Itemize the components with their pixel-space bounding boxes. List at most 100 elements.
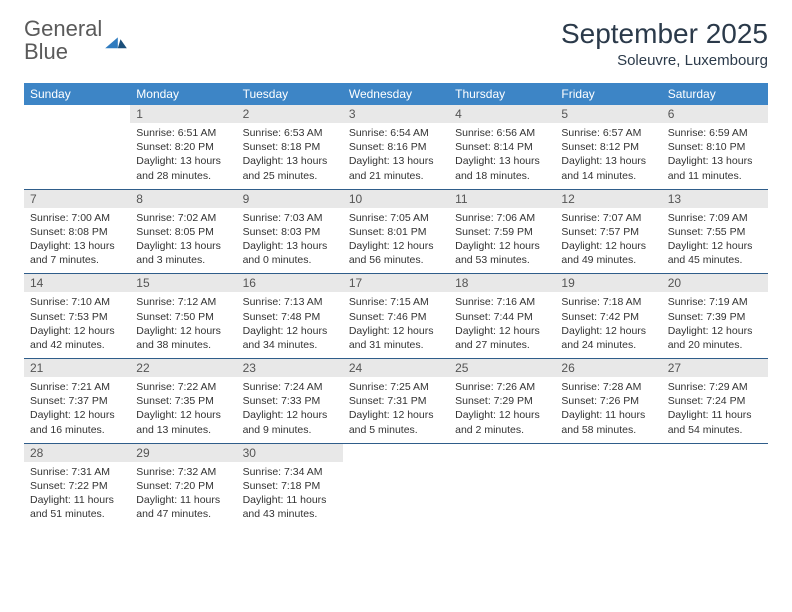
day-body: Sunrise: 7:10 AMSunset: 7:53 PMDaylight:…: [24, 292, 130, 358]
sunrise-text: Sunrise: 7:18 AM: [561, 295, 655, 309]
sunrise-text: Sunrise: 6:54 AM: [349, 126, 443, 140]
sunset-text: Sunset: 7:39 PM: [668, 310, 762, 324]
day-number: 7: [24, 190, 130, 208]
day-body: Sunrise: 6:57 AMSunset: 8:12 PMDaylight:…: [555, 123, 661, 189]
calendar-row: 28Sunrise: 7:31 AMSunset: 7:22 PMDayligh…: [24, 443, 768, 527]
daylight-text: Daylight: 12 hours and 5 minutes.: [349, 408, 443, 436]
sunset-text: Sunset: 7:53 PM: [30, 310, 124, 324]
location-label: Soleuvre, Luxembourg: [561, 52, 768, 69]
day-body: Sunrise: 7:09 AMSunset: 7:55 PMDaylight:…: [662, 208, 768, 274]
day-body: Sunrise: 7:16 AMSunset: 7:44 PMDaylight:…: [449, 292, 555, 358]
calendar-cell: 1Sunrise: 6:51 AMSunset: 8:20 PMDaylight…: [130, 105, 236, 189]
day-number: 24: [343, 359, 449, 377]
sunrise-text: Sunrise: 7:13 AM: [243, 295, 337, 309]
day-number: 5: [555, 105, 661, 123]
weekday-header: Thursday: [449, 83, 555, 105]
daylight-text: Daylight: 11 hours and 47 minutes.: [136, 493, 230, 521]
sunrise-text: Sunrise: 6:51 AM: [136, 126, 230, 140]
header: General Blue September 2025 Soleuvre, Lu…: [24, 18, 768, 69]
calendar-cell: 11Sunrise: 7:06 AMSunset: 7:59 PMDayligh…: [449, 189, 555, 274]
sunrise-text: Sunrise: 6:53 AM: [243, 126, 337, 140]
calendar-cell: 17Sunrise: 7:15 AMSunset: 7:46 PMDayligh…: [343, 274, 449, 359]
day-body: Sunrise: 6:51 AMSunset: 8:20 PMDaylight:…: [130, 123, 236, 189]
sunset-text: Sunset: 8:08 PM: [30, 225, 124, 239]
calendar-cell: 20 Sunrise: 7:19 AMSunset: 7:39 PMDayligh…: [662, 274, 768, 359]
daylight-text: Daylight: 13 hours and 28 minutes.: [136, 154, 230, 182]
sunset-text: Sunset: 8:16 PM: [349, 140, 443, 154]
day-number: 20: [662, 274, 768, 292]
day-body: Sunrise: 7:29 AMSunset: 7:24 PMDaylight:…: [662, 377, 768, 443]
day-body: Sunrise: 7:24 AMSunset: 7:33 PMDaylight:…: [237, 377, 343, 443]
day-body: Sunrise: 6:59 AMSunset: 8:10 PMDaylight:…: [662, 123, 768, 189]
calendar-cell: 19Sunrise: 7:18 AMSunset: 7:42 PMDayligh…: [555, 274, 661, 359]
day-body: [662, 448, 768, 508]
daylight-text: Daylight: 12 hours and 27 minutes.: [455, 324, 549, 352]
calendar-cell: [24, 105, 130, 189]
day-number: 30: [237, 444, 343, 462]
sunset-text: Sunset: 7:31 PM: [349, 394, 443, 408]
calendar-cell: 24Sunrise: 7:25 AMSunset: 7:31 PMDayligh…: [343, 359, 449, 444]
daylight-text: Daylight: 11 hours and 58 minutes.: [561, 408, 655, 436]
logo-word-1: General: [24, 16, 102, 41]
day-number: 1: [130, 105, 236, 123]
daylight-text: Daylight: 12 hours and 56 minutes.: [349, 239, 443, 267]
weekday-header: Friday: [555, 83, 661, 105]
daylight-text: Daylight: 11 hours and 51 minutes.: [30, 493, 124, 521]
calendar-cell: 9Sunrise: 7:03 AMSunset: 8:03 PMDaylight…: [237, 189, 343, 274]
sunrise-text: Sunrise: 7:26 AM: [455, 380, 549, 394]
calendar-cell: 7Sunrise: 7:00 AMSunset: 8:08 PMDaylight…: [24, 189, 130, 274]
sunrise-text: Sunrise: 7:15 AM: [349, 295, 443, 309]
day-number: 27: [662, 359, 768, 377]
weekday-header-row: Sunday Monday Tuesday Wednesday Thursday…: [24, 83, 768, 105]
sunrise-text: Sunrise: 6:56 AM: [455, 126, 549, 140]
day-number: 28: [24, 444, 130, 462]
day-number: 29: [130, 444, 236, 462]
sunset-text: Sunset: 8:12 PM: [561, 140, 655, 154]
sunset-text: Sunset: 7:20 PM: [136, 479, 230, 493]
day-number: 13: [662, 190, 768, 208]
day-number: 16: [237, 274, 343, 292]
calendar-cell: 21Sunrise: 7:21 AMSunset: 7:37 PMDayligh…: [24, 359, 130, 444]
sunset-text: Sunset: 7:35 PM: [136, 394, 230, 408]
daylight-text: Daylight: 12 hours and 53 minutes.: [455, 239, 549, 267]
calendar-cell: 6Sunrise: 6:59 AMSunset: 8:10 PMDaylight…: [662, 105, 768, 189]
day-number: 6: [662, 105, 768, 123]
daylight-text: Daylight: 13 hours and 0 minutes.: [243, 239, 337, 267]
daylight-text: Daylight: 12 hours and 38 minutes.: [136, 324, 230, 352]
day-body: Sunrise: 6:56 AMSunset: 8:14 PMDaylight:…: [449, 123, 555, 189]
daylight-text: Daylight: 12 hours and 20 minutes.: [668, 324, 762, 352]
calendar-cell: 2Sunrise: 6:53 AMSunset: 8:18 PMDaylight…: [237, 105, 343, 189]
sunset-text: Sunset: 7:59 PM: [455, 225, 549, 239]
day-number: 25: [449, 359, 555, 377]
sunset-text: Sunset: 8:20 PM: [136, 140, 230, 154]
sunset-text: Sunset: 8:14 PM: [455, 140, 549, 154]
day-number: 18: [449, 274, 555, 292]
calendar-cell: 15Sunrise: 7:12 AMSunset: 7:50 PMDayligh…: [130, 274, 236, 359]
sunset-text: Sunset: 8:05 PM: [136, 225, 230, 239]
day-body: Sunrise: 6:53 AMSunset: 8:18 PMDaylight:…: [237, 123, 343, 189]
day-body: Sunrise: 7:06 AMSunset: 7:59 PMDaylight:…: [449, 208, 555, 274]
calendar-cell: 22Sunrise: 7:22 AMSunset: 7:35 PMDayligh…: [130, 359, 236, 444]
sunrise-text: Sunrise: 7:28 AM: [561, 380, 655, 394]
calendar-row: 14Sunrise: 7:10 AMSunset: 7:53 PMDayligh…: [24, 274, 768, 359]
sunrise-text: Sunrise: 7:19 AM: [668, 295, 762, 309]
weekday-header: Tuesday: [237, 83, 343, 105]
daylight-text: Daylight: 12 hours and 16 minutes.: [30, 408, 124, 436]
weekday-header: Sunday: [24, 83, 130, 105]
calendar-cell: 13Sunrise: 7:09 AMSunset: 7:55 PMDayligh…: [662, 189, 768, 274]
sunrise-text: Sunrise: 7:00 AM: [30, 211, 124, 225]
day-body: Sunrise: 7:15 AMSunset: 7:46 PMDaylight:…: [343, 292, 449, 358]
sunset-text: Sunset: 7:44 PM: [455, 310, 549, 324]
daylight-text: Daylight: 13 hours and 18 minutes.: [455, 154, 549, 182]
logo: General Blue: [24, 18, 127, 64]
sunrise-text: Sunrise: 7:12 AM: [136, 295, 230, 309]
sunrise-text: Sunrise: 7:32 AM: [136, 465, 230, 479]
sunrise-text: Sunrise: 7:05 AM: [349, 211, 443, 225]
day-body: [343, 448, 449, 508]
calendar-cell: 10Sunrise: 7:05 AMSunset: 8:01 PMDayligh…: [343, 189, 449, 274]
day-number: 8: [130, 190, 236, 208]
day-body: [449, 448, 555, 508]
calendar-cell: 4Sunrise: 6:56 AMSunset: 8:14 PMDaylight…: [449, 105, 555, 189]
daylight-text: Daylight: 12 hours and 9 minutes.: [243, 408, 337, 436]
daylight-text: Daylight: 11 hours and 54 minutes.: [668, 408, 762, 436]
